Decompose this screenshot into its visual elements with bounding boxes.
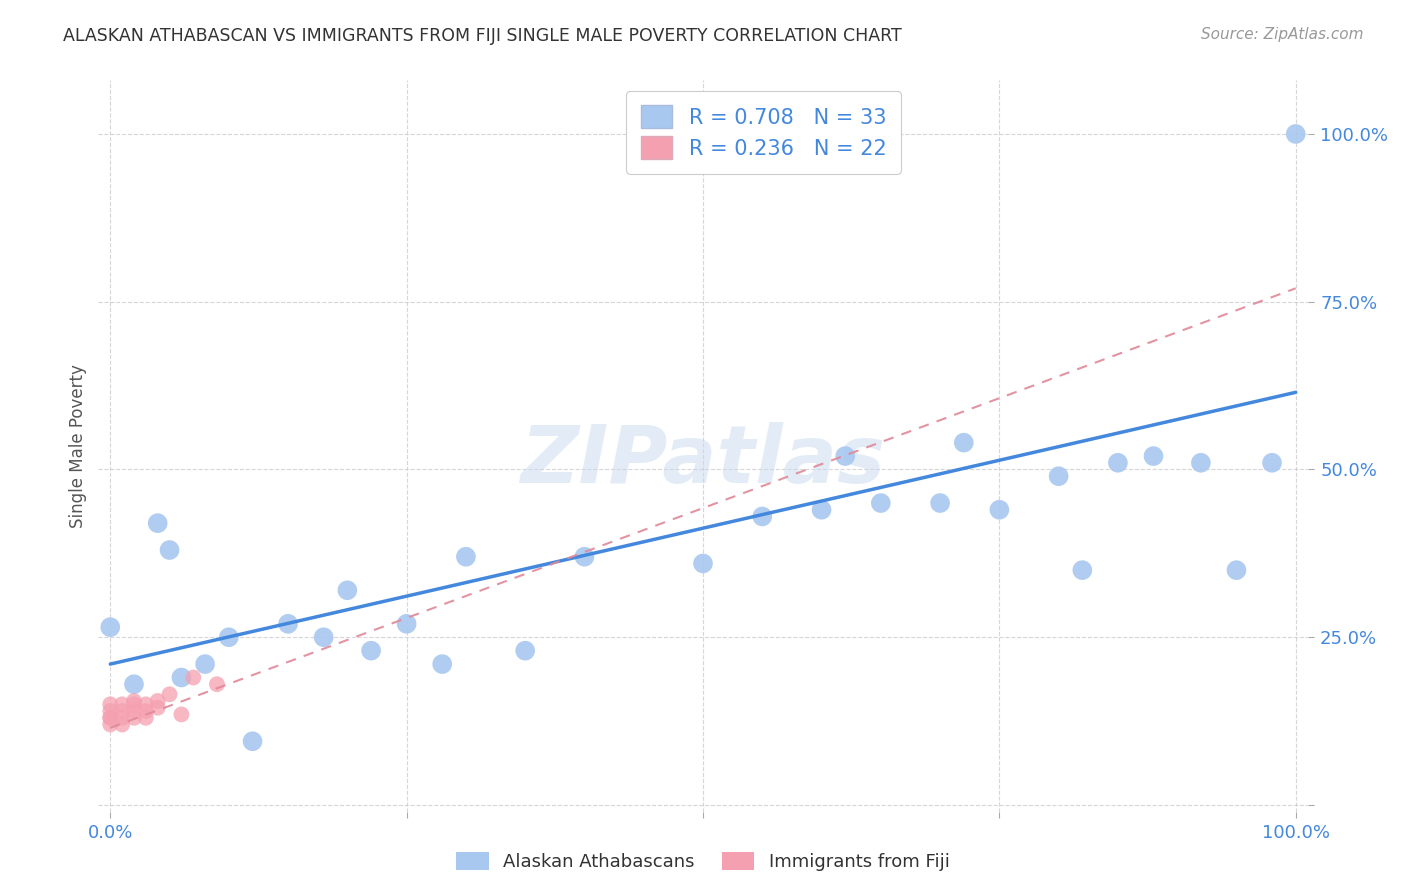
Point	[98, 711, 121, 725]
Point	[159, 543, 181, 558]
Point	[146, 700, 169, 714]
Point	[1189, 456, 1212, 470]
Point	[98, 717, 121, 731]
Point	[277, 616, 299, 631]
Point	[988, 502, 1011, 516]
Point	[834, 449, 856, 463]
Point	[952, 435, 974, 450]
Point	[98, 698, 121, 712]
Point	[395, 616, 418, 631]
Point	[98, 704, 121, 718]
Point	[135, 704, 157, 718]
Point	[1071, 563, 1094, 577]
Point	[1261, 456, 1284, 470]
Point	[194, 657, 217, 671]
Point	[181, 671, 204, 685]
Y-axis label: Single Male Poverty: Single Male Poverty	[69, 364, 87, 528]
Point	[122, 704, 145, 718]
Point	[1047, 469, 1070, 483]
Point	[692, 557, 714, 571]
Point	[122, 698, 145, 712]
Point	[218, 630, 240, 644]
Point	[312, 630, 335, 644]
Point	[336, 583, 359, 598]
Point	[1107, 456, 1129, 470]
Point	[1285, 127, 1308, 141]
Point	[751, 509, 773, 524]
Point	[432, 657, 454, 671]
Point	[111, 698, 134, 712]
Point	[454, 549, 477, 564]
Point	[1142, 449, 1164, 463]
Point	[111, 711, 134, 725]
Point	[170, 707, 193, 722]
Point	[242, 734, 264, 748]
Point	[146, 694, 169, 708]
Point	[135, 711, 157, 725]
Text: ALASKAN ATHABASCAN VS IMMIGRANTS FROM FIJI SINGLE MALE POVERTY CORRELATION CHART: ALASKAN ATHABASCAN VS IMMIGRANTS FROM FI…	[63, 27, 903, 45]
Point	[122, 711, 145, 725]
Point	[929, 496, 952, 510]
Point	[205, 677, 228, 691]
Point	[360, 643, 382, 657]
Point	[122, 677, 145, 691]
Legend: R = 0.708   N = 33, R = 0.236   N = 22: R = 0.708 N = 33, R = 0.236 N = 22	[626, 91, 901, 174]
Point	[111, 704, 134, 718]
Point	[810, 502, 832, 516]
Point	[574, 549, 596, 564]
Point	[98, 620, 121, 634]
Point	[122, 694, 145, 708]
Point	[170, 671, 193, 685]
Point	[146, 516, 169, 531]
Point	[1225, 563, 1247, 577]
Point	[515, 643, 537, 657]
Text: Source: ZipAtlas.com: Source: ZipAtlas.com	[1201, 27, 1364, 42]
Point	[111, 717, 134, 731]
Point	[135, 698, 157, 712]
Point	[159, 687, 181, 701]
Legend: Alaskan Athabascans, Immigrants from Fiji: Alaskan Athabascans, Immigrants from Fij…	[449, 845, 957, 879]
Point	[869, 496, 891, 510]
Point	[98, 711, 121, 725]
Text: ZIPatlas: ZIPatlas	[520, 422, 886, 500]
